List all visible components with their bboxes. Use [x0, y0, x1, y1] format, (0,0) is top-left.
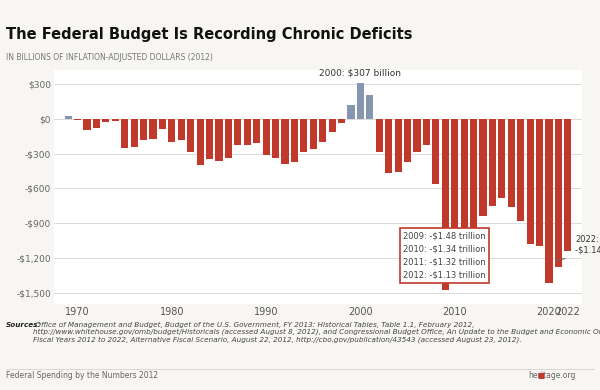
Bar [272, 119, 279, 158]
Bar [451, 119, 458, 274]
Bar [301, 119, 307, 152]
Text: Federal Spending by the Numbers 2012: Federal Spending by the Numbers 2012 [6, 371, 158, 380]
Bar [527, 119, 533, 244]
Text: Sources:: Sources: [6, 322, 41, 328]
Bar [244, 119, 251, 145]
Bar [555, 119, 562, 267]
Bar [121, 119, 128, 148]
Bar [461, 119, 467, 272]
Bar [112, 119, 119, 121]
Bar [263, 119, 269, 155]
Text: heritage.org: heritage.org [529, 371, 576, 380]
Bar [329, 119, 335, 131]
Bar [197, 119, 203, 165]
Bar [338, 119, 345, 124]
Bar [433, 119, 439, 184]
Bar [140, 119, 147, 140]
Bar [489, 119, 496, 206]
Bar [149, 119, 157, 138]
Bar [93, 119, 100, 128]
Bar [517, 119, 524, 221]
Bar [225, 119, 232, 158]
Bar [499, 119, 505, 198]
Bar [357, 83, 364, 119]
Bar [187, 119, 194, 152]
Bar [442, 119, 449, 290]
Bar [479, 119, 487, 216]
Text: ■: ■ [537, 371, 544, 380]
Text: 2000: $307 billion: 2000: $307 billion [319, 68, 401, 77]
Bar [413, 119, 421, 152]
Bar [508, 119, 515, 207]
Bar [310, 119, 317, 149]
Bar [178, 119, 185, 140]
Bar [385, 119, 392, 173]
Text: IN BILLIONS OF INFLATION-ADJUSTED DOLLARS (2012): IN BILLIONS OF INFLATION-ADJUSTED DOLLAR… [6, 53, 213, 62]
Text: 2009: -$1.48 trillion
2010: -$1.34 trillion
2011: -$1.32 trillion
2012: -$1.13 t: 2009: -$1.48 trillion 2010: -$1.34 trill… [403, 231, 485, 280]
Bar [319, 119, 326, 142]
Bar [536, 119, 543, 246]
Bar [159, 119, 166, 129]
Bar [376, 119, 383, 152]
Bar [470, 119, 477, 250]
Bar [404, 119, 411, 162]
Bar [74, 119, 81, 120]
Bar [291, 119, 298, 162]
Bar [169, 119, 175, 142]
Bar [131, 119, 137, 147]
Bar [235, 119, 241, 145]
Bar [367, 94, 373, 119]
Bar [215, 119, 223, 161]
Text: The Federal Budget Is Recording Chronic Deficits: The Federal Budget Is Recording Chronic … [6, 27, 413, 42]
Bar [545, 119, 553, 284]
Bar [281, 119, 289, 164]
Text: 2022:
-$1.14 trillion: 2022: -$1.14 trillion [575, 235, 600, 254]
Bar [565, 119, 571, 251]
Bar [347, 105, 355, 119]
Bar [253, 119, 260, 143]
Bar [103, 119, 109, 122]
Bar [395, 119, 401, 172]
Bar [206, 119, 213, 160]
Bar [83, 119, 91, 130]
Text: Office of Management and Budget, Budget of the U.S. Government, FY 2013: Histori: Office of Management and Budget, Budget … [33, 322, 600, 343]
Bar [65, 116, 71, 119]
Bar [423, 119, 430, 145]
